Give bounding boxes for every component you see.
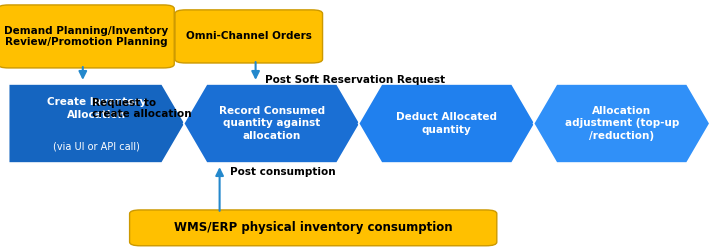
Text: Omni-Channel Orders: Omni-Channel Orders <box>186 31 312 41</box>
Text: Request to
create allocation: Request to create allocation <box>92 98 192 119</box>
Text: Deduct Allocated
quantity: Deduct Allocated quantity <box>396 112 498 135</box>
FancyBboxPatch shape <box>130 210 497 246</box>
FancyBboxPatch shape <box>0 5 174 68</box>
Text: Post Soft Reservation Request: Post Soft Reservation Request <box>265 75 445 85</box>
Polygon shape <box>9 84 185 163</box>
FancyBboxPatch shape <box>175 10 323 63</box>
Text: Record Consumed
quantity against
allocation: Record Consumed quantity against allocat… <box>219 106 325 141</box>
Text: Allocation
adjustment (top-up
/reduction): Allocation adjustment (top-up /reduction… <box>564 106 679 141</box>
Text: (via UI or API call): (via UI or API call) <box>53 142 140 152</box>
Text: Create Inventory
Allocation: Create Inventory Allocation <box>47 98 147 120</box>
Polygon shape <box>534 84 710 163</box>
Text: Post consumption: Post consumption <box>230 167 336 177</box>
Polygon shape <box>359 84 535 163</box>
Text: Demand Planning/Inventory
Review/Promotion Planning: Demand Planning/Inventory Review/Promoti… <box>4 26 168 47</box>
Text: WMS/ERP physical inventory consumption: WMS/ERP physical inventory consumption <box>174 221 452 234</box>
Polygon shape <box>184 84 360 163</box>
